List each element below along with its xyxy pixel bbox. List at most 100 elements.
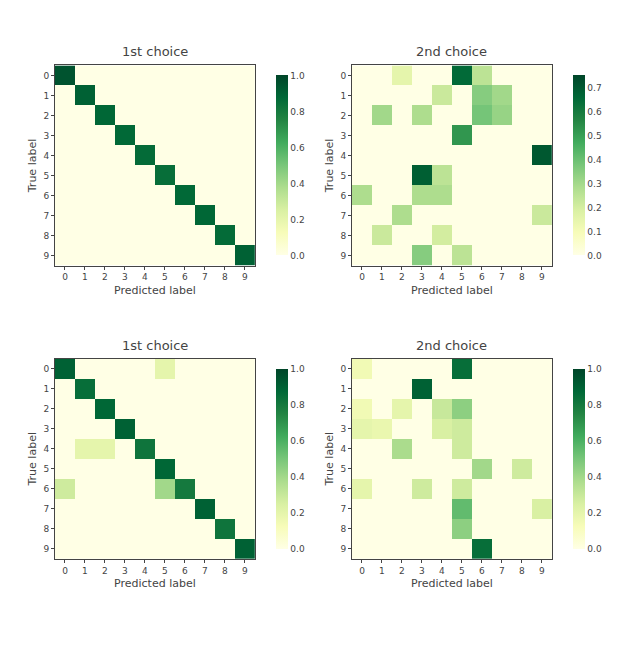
svg-text:4: 4 — [43, 151, 49, 161]
svg-text:8: 8 — [43, 231, 49, 241]
svg-text:1.0: 1.0 — [290, 364, 305, 374]
svg-text:5: 5 — [43, 171, 49, 181]
svg-text:1: 1 — [340, 91, 346, 101]
svg-text:8: 8 — [519, 566, 525, 576]
svg-text:6: 6 — [43, 484, 49, 494]
svg-text:2nd choice: 2nd choice — [416, 44, 487, 59]
svg-text:3: 3 — [340, 131, 346, 141]
svg-text:9: 9 — [242, 272, 248, 282]
svg-text:3: 3 — [419, 272, 425, 282]
svg-text:8: 8 — [340, 524, 346, 534]
svg-text:4: 4 — [142, 272, 148, 282]
svg-text:0.6: 0.6 — [290, 143, 305, 153]
svg-text:0.8: 0.8 — [290, 107, 305, 117]
svg-text:3: 3 — [340, 424, 346, 434]
svg-text:0.0: 0.0 — [290, 544, 305, 554]
svg-text:1: 1 — [379, 566, 385, 576]
svg-text:3: 3 — [122, 272, 128, 282]
svg-text:1: 1 — [82, 272, 88, 282]
svg-text:0: 0 — [43, 71, 49, 81]
svg-text:3: 3 — [43, 424, 49, 434]
svg-text:9: 9 — [242, 566, 248, 576]
svg-text:0: 0 — [340, 364, 346, 374]
svg-text:2: 2 — [43, 111, 49, 121]
svg-text:7: 7 — [499, 566, 505, 576]
svg-text:9: 9 — [539, 566, 545, 576]
svg-text:7: 7 — [202, 272, 208, 282]
svg-text:2: 2 — [399, 272, 405, 282]
svg-text:2: 2 — [43, 404, 49, 414]
svg-text:6: 6 — [182, 566, 188, 576]
svg-text:1: 1 — [43, 91, 49, 101]
svg-text:6: 6 — [43, 191, 49, 201]
svg-text:4: 4 — [340, 444, 346, 454]
svg-text:0.4: 0.4 — [290, 472, 305, 482]
svg-text:6: 6 — [182, 272, 188, 282]
svg-text:0.5: 0.5 — [587, 131, 601, 141]
svg-text:Predicted label: Predicted label — [411, 577, 493, 590]
svg-text:7: 7 — [499, 272, 505, 282]
svg-text:0.6: 0.6 — [587, 107, 602, 117]
svg-text:5: 5 — [162, 272, 168, 282]
svg-text:0.0: 0.0 — [587, 544, 602, 554]
svg-text:5: 5 — [459, 272, 465, 282]
svg-text:4: 4 — [43, 444, 49, 454]
svg-text:0.3: 0.3 — [587, 179, 601, 189]
svg-text:0: 0 — [359, 272, 365, 282]
svg-text:0.8: 0.8 — [587, 400, 602, 410]
svg-text:0: 0 — [359, 566, 365, 576]
svg-text:2nd choice: 2nd choice — [416, 338, 487, 353]
svg-text:1.0: 1.0 — [587, 364, 602, 374]
svg-text:6: 6 — [340, 191, 346, 201]
svg-text:True label: True label — [26, 432, 39, 486]
svg-text:8: 8 — [519, 272, 525, 282]
svg-text:9: 9 — [539, 272, 545, 282]
svg-text:2: 2 — [102, 566, 108, 576]
svg-text:1: 1 — [82, 566, 88, 576]
svg-text:Predicted label: Predicted label — [114, 577, 196, 590]
svg-text:7: 7 — [43, 211, 49, 221]
svg-text:9: 9 — [340, 544, 346, 554]
svg-text:True label: True label — [26, 139, 39, 193]
svg-text:1: 1 — [43, 384, 49, 394]
svg-text:7: 7 — [340, 504, 346, 514]
svg-text:True label: True label — [323, 432, 336, 486]
svg-text:Predicted label: Predicted label — [114, 284, 196, 297]
svg-text:0.4: 0.4 — [587, 155, 602, 165]
svg-text:0.2: 0.2 — [290, 508, 304, 518]
svg-text:5: 5 — [43, 464, 49, 474]
svg-text:2: 2 — [340, 111, 346, 121]
svg-text:9: 9 — [43, 544, 49, 554]
svg-text:0: 0 — [62, 566, 68, 576]
svg-text:3: 3 — [122, 566, 128, 576]
svg-text:9: 9 — [43, 251, 49, 261]
svg-text:2: 2 — [340, 404, 346, 414]
svg-text:0.6: 0.6 — [290, 436, 305, 446]
svg-text:2: 2 — [399, 566, 405, 576]
svg-text:4: 4 — [340, 151, 346, 161]
svg-text:4: 4 — [439, 272, 445, 282]
svg-text:0.8: 0.8 — [290, 400, 305, 410]
svg-text:0.0: 0.0 — [290, 251, 305, 261]
svg-text:0.2: 0.2 — [587, 508, 601, 518]
svg-text:8: 8 — [43, 524, 49, 534]
svg-text:0.4: 0.4 — [587, 472, 602, 482]
svg-text:1st choice: 1st choice — [122, 338, 188, 353]
svg-text:8: 8 — [222, 272, 228, 282]
svg-text:1: 1 — [379, 272, 385, 282]
svg-text:9: 9 — [340, 251, 346, 261]
svg-text:5: 5 — [162, 566, 168, 576]
svg-text:0.0: 0.0 — [587, 251, 602, 261]
svg-text:0.7: 0.7 — [587, 83, 601, 93]
svg-text:5: 5 — [340, 464, 346, 474]
svg-text:6: 6 — [340, 484, 346, 494]
svg-text:1st choice: 1st choice — [122, 44, 188, 59]
svg-text:3: 3 — [43, 131, 49, 141]
svg-text:1: 1 — [340, 384, 346, 394]
svg-text:4: 4 — [439, 566, 445, 576]
svg-text:8: 8 — [340, 231, 346, 241]
svg-text:True label: True label — [323, 139, 336, 193]
svg-text:0: 0 — [43, 364, 49, 374]
svg-text:0.2: 0.2 — [587, 203, 601, 213]
svg-text:5: 5 — [340, 171, 346, 181]
